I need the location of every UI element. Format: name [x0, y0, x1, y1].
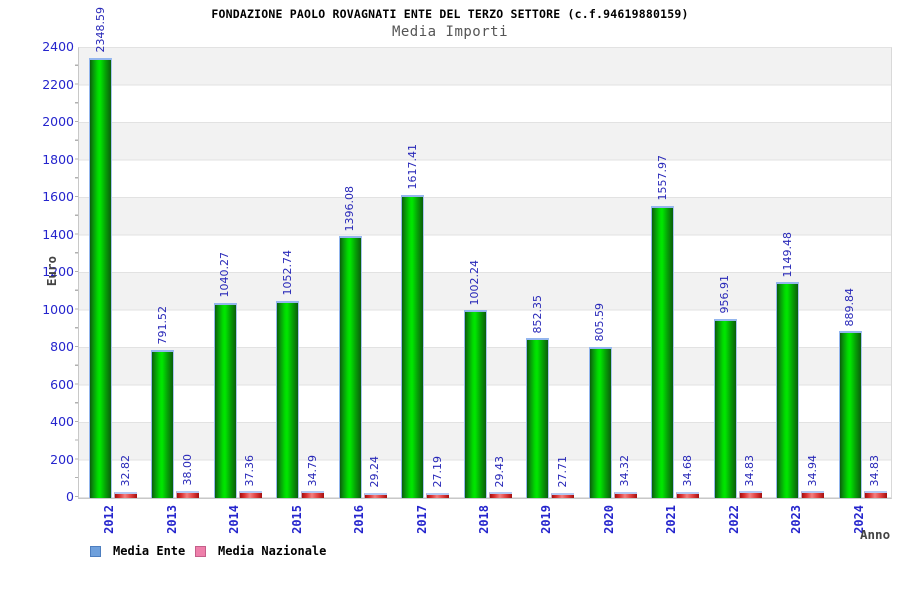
- value-label-media-nazionale-2020: 34.32: [618, 455, 632, 487]
- x-tick-label-2017: 2017: [414, 505, 429, 534]
- bar-media-ente-2022: [713, 318, 737, 498]
- bar-media-nazionale-2012: [114, 491, 137, 498]
- legend-swatch-media-nazionale-icon: [195, 545, 206, 557]
- bar-media-nazionale-2022: [738, 491, 762, 498]
- y-axis-title: Euro: [44, 256, 59, 287]
- bar-media-ente-2017: [401, 194, 425, 498]
- bar-media-ente-2024: [838, 331, 862, 498]
- bar-media-nazionale-2024: [863, 491, 887, 498]
- legend-label-media-nazionale: Media Nazionale: [218, 544, 327, 558]
- x-tick-label-2014: 2014: [227, 505, 242, 534]
- bar-media-nazionale-2013: [176, 490, 200, 498]
- y-tick-label-2200: 2200: [42, 76, 74, 92]
- y-tick-label-1400: 1400: [42, 226, 74, 242]
- bar-media-ente-2023: [776, 282, 800, 498]
- value-label-media-ente-2018: 1002.24: [468, 259, 482, 306]
- bar-media-ente-2015: [276, 300, 300, 498]
- y-tick-label-1200: 1200: [42, 264, 74, 279]
- value-label-media-nazionale-2012: 32.82: [118, 455, 132, 487]
- legend-item-media-ente: Media Ente: [90, 544, 185, 558]
- x-tick-label-2012: 2012: [102, 505, 117, 534]
- value-label-media-ente-2024: 889.84: [843, 287, 857, 327]
- bar-media-nazionale-2014: [238, 491, 262, 498]
- x-tick-label-2023: 2023: [789, 505, 804, 534]
- value-label-media-ente-2015: 1052.74: [280, 250, 294, 296]
- y-tick-label-2000: 2000: [42, 114, 74, 129]
- x-tick-label-2020: 2020: [601, 505, 616, 534]
- bar-media-nazionale-2021: [676, 491, 700, 498]
- y-tick-label-400: 400: [50, 414, 74, 429]
- bar-media-nazionale-2015: [301, 491, 325, 498]
- chart-subtitle: Media Importi: [391, 24, 509, 40]
- x-tick-label-2022: 2022: [726, 505, 741, 534]
- bar-media-ente-2019: [526, 338, 550, 498]
- x-tick-label-2019: 2019: [539, 505, 554, 534]
- value-label-media-nazionale-2014: 37.36: [243, 454, 257, 487]
- value-label-media-ente-2021: 1557.97: [655, 155, 669, 201]
- value-label-media-ente-2014: 1040.27: [218, 252, 232, 298]
- y-tick-label-800: 800: [50, 339, 74, 354]
- value-label-media-nazionale-2021: 34.68: [680, 455, 694, 487]
- y-tick-label-1600: 1600: [42, 189, 74, 204]
- x-axis-title: Anno: [860, 527, 891, 542]
- legend-item-media-nazionale: Media Nazionale: [195, 544, 326, 558]
- x-tick-label-2021: 2021: [664, 505, 679, 534]
- value-label-media-ente-2022: 956.91: [718, 275, 732, 314]
- bar-media-nazionale-2023: [801, 491, 825, 498]
- bar-media-nazionale-2019: [551, 492, 575, 498]
- chart-title: FONDAZIONE PAOLO ROVAGNATI ENTE DEL TERZ…: [211, 7, 689, 21]
- bar-media-ente-2018: [463, 310, 487, 498]
- value-label-media-ente-2017: 1617.41: [405, 144, 419, 190]
- value-label-media-nazionale-2022: 34.83: [743, 454, 757, 487]
- value-label-media-nazionale-2024: 34.83: [868, 454, 882, 487]
- y-tick-label-0: 0: [66, 489, 74, 504]
- bar-media-ente-2013: [151, 349, 175, 498]
- x-tick-label-2018: 2018: [477, 505, 491, 534]
- bar-media-nazionale-2016: [363, 492, 387, 498]
- plot-area: 2348.59 32.82 791.52 38.00 1040.27 37.36 1052.…: [78, 7, 892, 499]
- value-label-media-ente-2012: 2348.59: [93, 7, 107, 53]
- x-tick-label-2015: 2015: [289, 505, 304, 534]
- legend-label-media-ente: Media Ente: [113, 544, 186, 558]
- x-tick-label-2016: 2016: [352, 505, 367, 534]
- y-tick-label-1000: 1000: [42, 301, 74, 317]
- value-label-media-ente-2019: 852.35: [530, 294, 544, 334]
- y-tick-label-1800: 1800: [42, 151, 74, 167]
- value-label-media-nazionale-2018: 29.43: [493, 455, 507, 488]
- value-label-media-ente-2020: 805.59: [593, 303, 607, 342]
- y-tick-label-200: 200: [50, 451, 74, 467]
- y-tick-label-600: 600: [50, 376, 74, 392]
- bar-media-nazionale-2018: [488, 492, 512, 498]
- bar-media-ente-2020: [588, 346, 612, 498]
- value-label-media-ente-2013: 791.52: [155, 306, 169, 345]
- bar-media-nazionale-2020: [613, 491, 637, 498]
- value-label-media-nazionale-2016: 29.24: [368, 456, 382, 488]
- value-label-media-nazionale-2023: 34.94: [805, 454, 819, 487]
- bar-media-nazionale-2017: [426, 492, 450, 498]
- value-label-media-nazionale-2015: 34.79: [305, 454, 319, 487]
- bar-media-ente-2021: [651, 205, 675, 498]
- value-label-media-nazionale-2017: 27.19: [430, 456, 444, 488]
- y-axis-tick-marks: [75, 47, 78, 497]
- value-label-media-nazionale-2019: 27.71: [555, 456, 569, 488]
- value-label-media-ente-2023: 1149.48: [780, 231, 794, 278]
- bar-media-ente-2014: [213, 302, 237, 498]
- y-tick-label-2400: 2400: [42, 39, 74, 54]
- value-label-media-nazionale-2013: 38.00: [180, 454, 194, 486]
- value-label-media-ente-2016: 1396.08: [343, 185, 357, 232]
- x-tick-label-2013: 2013: [164, 505, 179, 534]
- bar-media-ente-2012: [89, 57, 112, 498]
- bar-media-ente-2016: [338, 236, 362, 498]
- legend-swatch-media-ente-icon: [90, 545, 101, 557]
